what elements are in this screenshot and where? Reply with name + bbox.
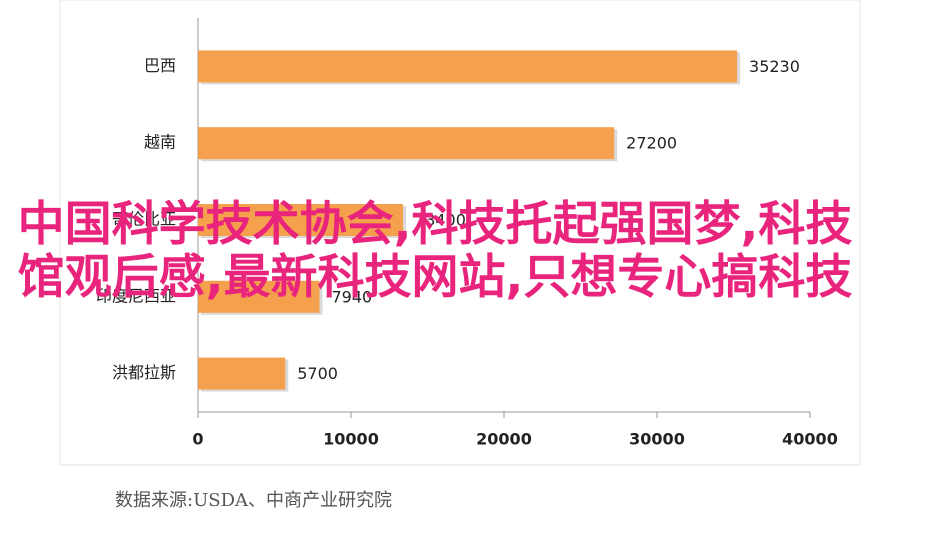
y-tick-label: 印度尼西亚 bbox=[96, 286, 176, 305]
y-tick-label: 洪都拉斯 bbox=[112, 363, 176, 382]
x-tick-label: 10000 bbox=[323, 430, 379, 449]
bar bbox=[198, 280, 320, 313]
y-tick-label: 哥伦比亚 bbox=[112, 210, 176, 229]
data-label: 27200 bbox=[626, 134, 677, 153]
bar bbox=[198, 127, 615, 160]
chart-frame bbox=[59, 0, 861, 466]
bar bbox=[198, 50, 738, 83]
x-tick-label: 40000 bbox=[782, 430, 838, 449]
data-label: 35230 bbox=[749, 57, 800, 76]
bar bbox=[198, 204, 404, 236]
x-tick-label: 20000 bbox=[476, 430, 532, 449]
x-tick-label: 0 bbox=[192, 430, 203, 449]
data-label: 7940 bbox=[331, 287, 372, 306]
overlay-title: 中国科学技术协会,科技托起强国梦,科技馆观后感,最新科技网站,只想专心搞科技 bbox=[17, 197, 853, 305]
bar bbox=[198, 357, 286, 390]
data-label: 13400 bbox=[415, 211, 466, 230]
y-tick-label: 越南 bbox=[144, 133, 176, 152]
x-tick-label: 30000 bbox=[629, 430, 685, 449]
source-note: 数据来源:USDA、中商产业研究院 bbox=[115, 490, 392, 511]
data-label: 5700 bbox=[297, 364, 338, 383]
y-tick-label: 巴西 bbox=[144, 56, 176, 75]
